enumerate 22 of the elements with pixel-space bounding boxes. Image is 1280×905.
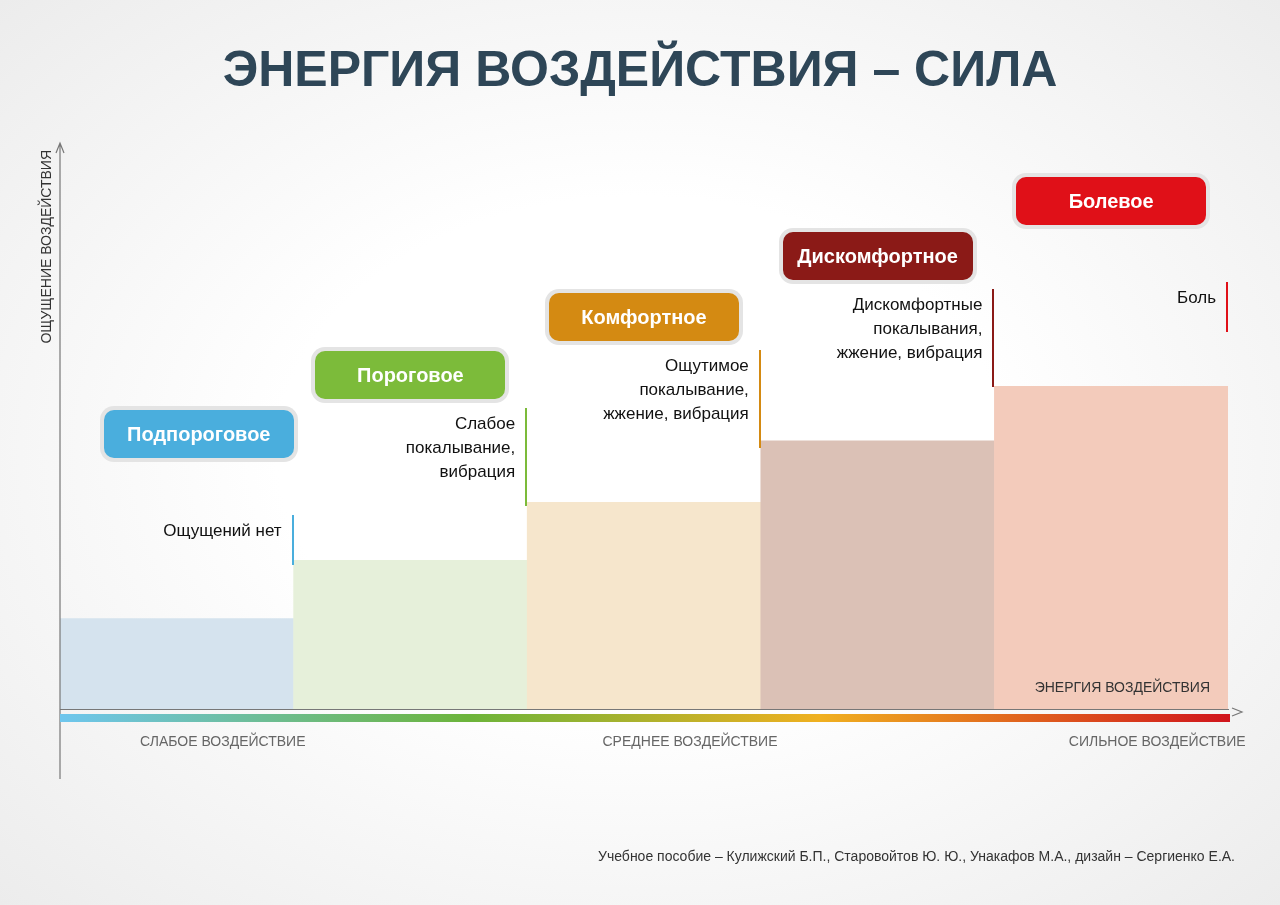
text: Болевое [1067, 189, 1155, 213]
bar [994, 386, 1228, 709]
text: Боль [1176, 282, 1228, 332]
text: Дискомфортные покалывания, жжение, вибрация [836, 288, 995, 387]
bar [293, 560, 528, 709]
bar [526, 501, 762, 709]
text: Комфортное [580, 305, 708, 330]
chart-title: ЭНЕРГИЯ ВОЗДЕЙСТВИЯ – СИЛА [221, 40, 1059, 98]
annotation: Подпороговое [126, 421, 272, 446]
text: Дискомфортное [796, 243, 959, 268]
x-axis-title: ЭНЕРГИЯ ВОЗДЕЙСТВИЯ [1034, 679, 1210, 695]
text: СРЕДНЕЕ ВОЗДЕЙСТВИЕ [602, 733, 778, 749]
annotation: Слабое покалывание, вибрация [405, 408, 528, 507]
annotation: Ощутимое покалывание, жжение, вибрация [603, 350, 761, 449]
y-axis-title: ОЩУЩЕНИЕ ВОЗДЕЙСТВИЯ [38, 150, 54, 344]
annotation: Пороговое [356, 363, 465, 388]
text: СЛАБОЕ ВОЗДЕЙСТВИЕ [140, 733, 306, 749]
bar [760, 440, 995, 709]
text: СИЛЬНОЕ ВОЗДЕЙСТВИЕ [1068, 733, 1246, 749]
bar [60, 618, 294, 709]
text: Учебное пособие – Кулижский Б.П., Старовойтов Ю. Ю., Унакафов М.А., дизайн – Сергиенко Е.А. [598, 848, 1235, 864]
annotation: Ощущений нет [163, 514, 294, 565]
